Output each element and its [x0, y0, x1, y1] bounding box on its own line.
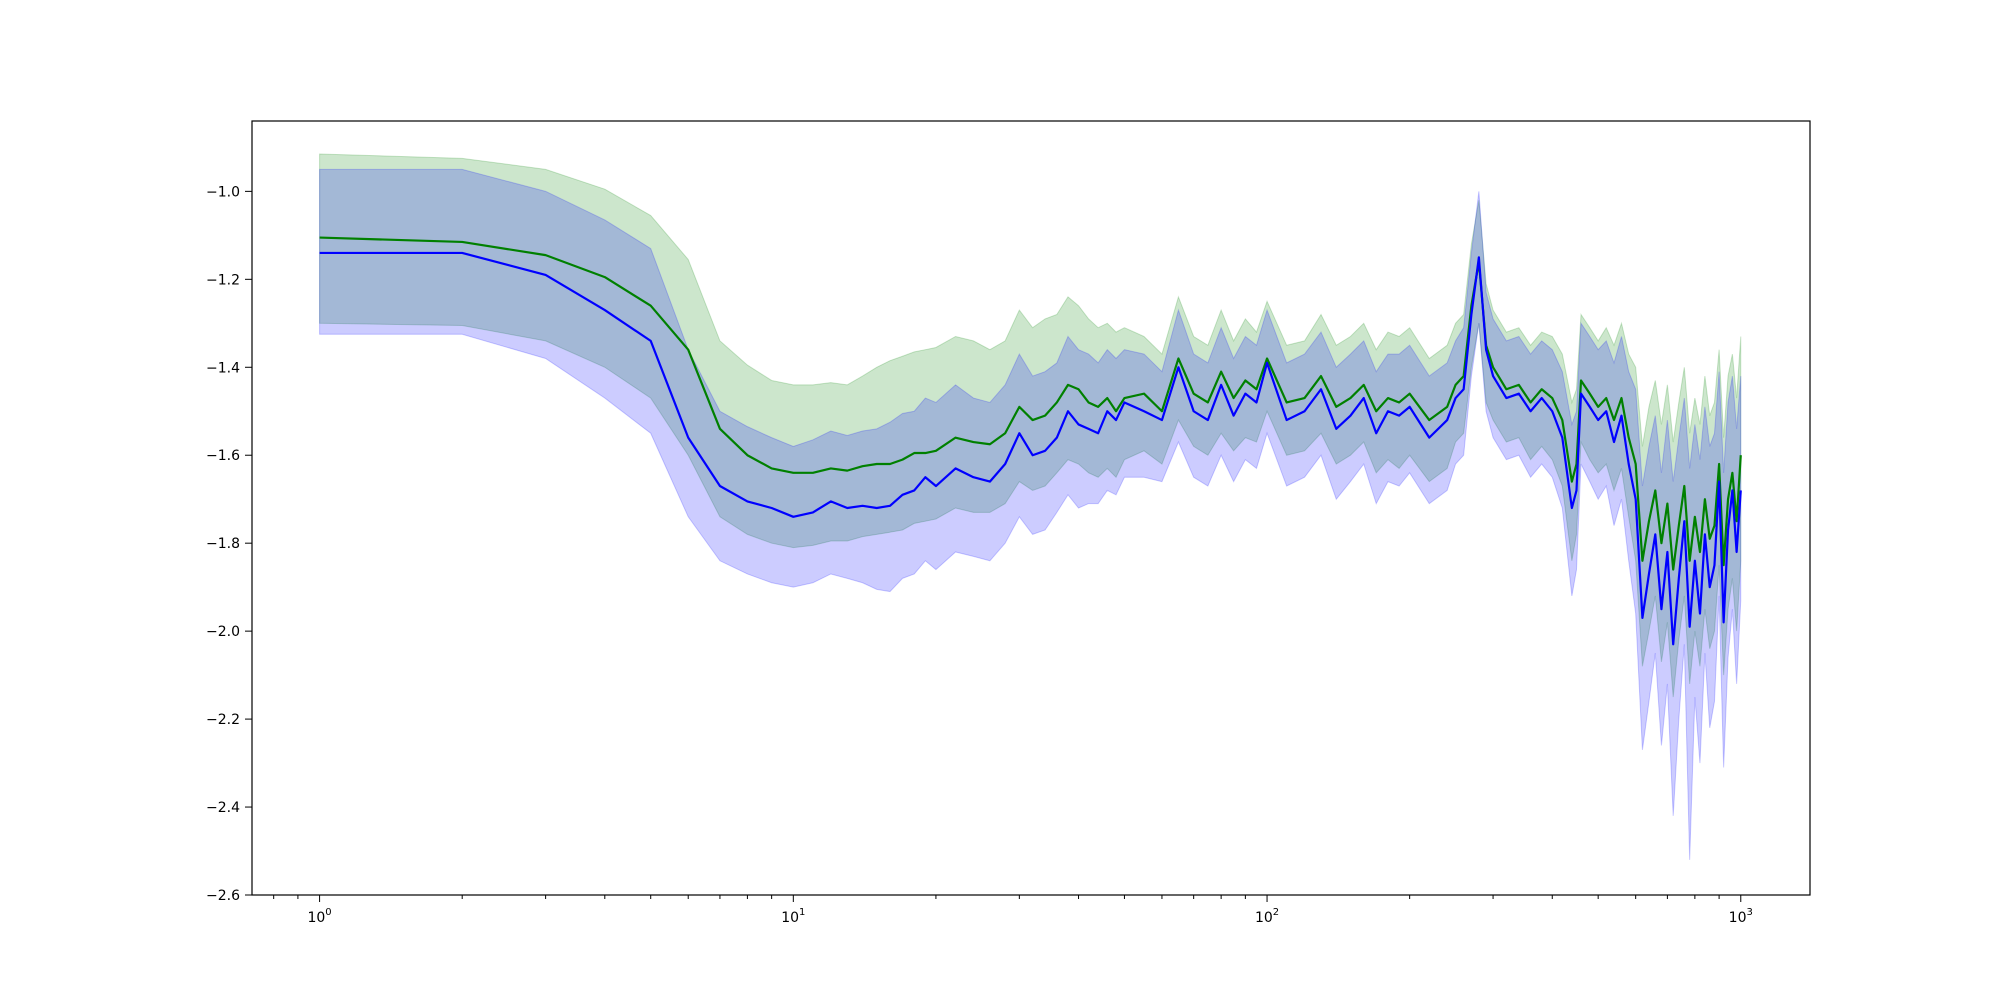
x-tick-label: 103	[1729, 907, 1753, 926]
y-tick-label: −1.4	[206, 360, 240, 376]
confidence-bands	[319, 153, 1742, 860]
series-lines	[319, 236, 1742, 646]
series-1-line	[319, 236, 1742, 571]
series-2-band	[319, 168, 1742, 860]
series-1-band	[319, 153, 1742, 698]
y-tick-label: −1.0	[206, 184, 240, 200]
y-tick-label: −1.8	[206, 536, 240, 552]
x-tick-label: 100	[307, 907, 331, 926]
x-axis: 100 101 102 103	[273, 895, 1753, 926]
x-tick-label: 101	[781, 907, 805, 926]
x-tick-label: 102	[1255, 907, 1279, 926]
y-tick-label: −2.0	[206, 624, 240, 640]
y-axis: −1.0 −1.2 −1.4 −1.6 −1.8 −2.0 −2.2 −2.4 −2.6	[206, 184, 252, 904]
y-tick-label: −1.6	[206, 448, 240, 464]
y-tick-label: −2.6	[206, 888, 240, 904]
y-tick-label: −2.2	[206, 712, 240, 728]
y-tick-label: −2.4	[206, 800, 240, 816]
plot-area-frame	[251, 120, 1811, 896]
series-2-line	[319, 251, 1742, 646]
y-tick-label: −1.2	[206, 272, 240, 288]
